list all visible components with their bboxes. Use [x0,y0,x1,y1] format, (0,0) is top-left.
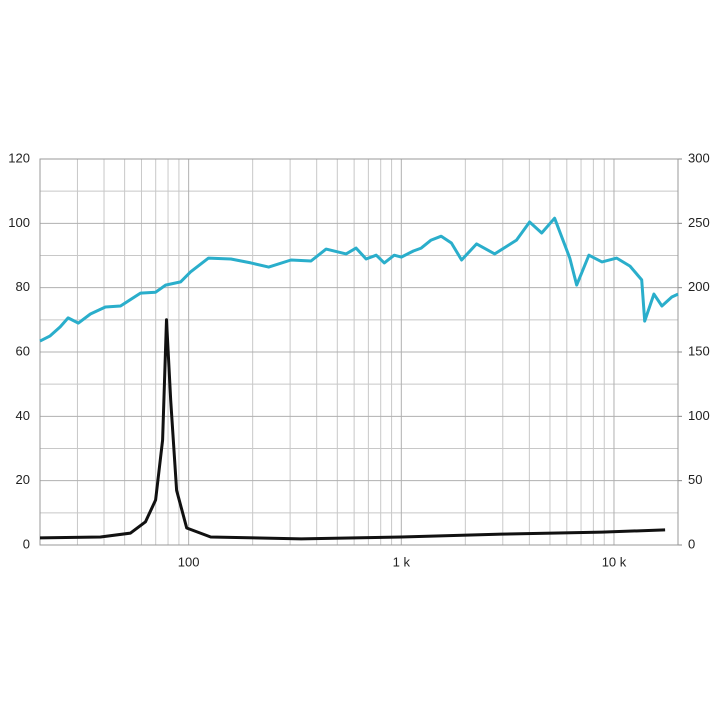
y-tick-label: 40 [16,408,30,423]
y2-tick-label: 300 [688,150,710,165]
impedance-line [39,318,666,541]
y2-tick-label: 100 [688,408,710,423]
x-tick-label: 1 k [393,554,411,569]
y2-tick-label: 50 [688,472,702,487]
y-tick-label: 80 [16,279,30,294]
y2-tick-label: 250 [688,215,710,230]
x-tick-label: 10 k [602,554,627,569]
y-tick-label: 100 [8,215,30,230]
spl-line [39,216,679,343]
y-tick-label: 60 [16,343,30,358]
y2-tick-label: 200 [688,279,710,294]
y-tick-label: 20 [16,472,30,487]
x-tick-label: 100 [178,554,200,569]
y-tick-label: 120 [8,150,30,165]
y2-tick-label: 0 [688,536,695,551]
y-tick-label: 0 [23,536,30,551]
y2-tick-label: 150 [688,343,710,358]
plot-frame [39,158,679,546]
